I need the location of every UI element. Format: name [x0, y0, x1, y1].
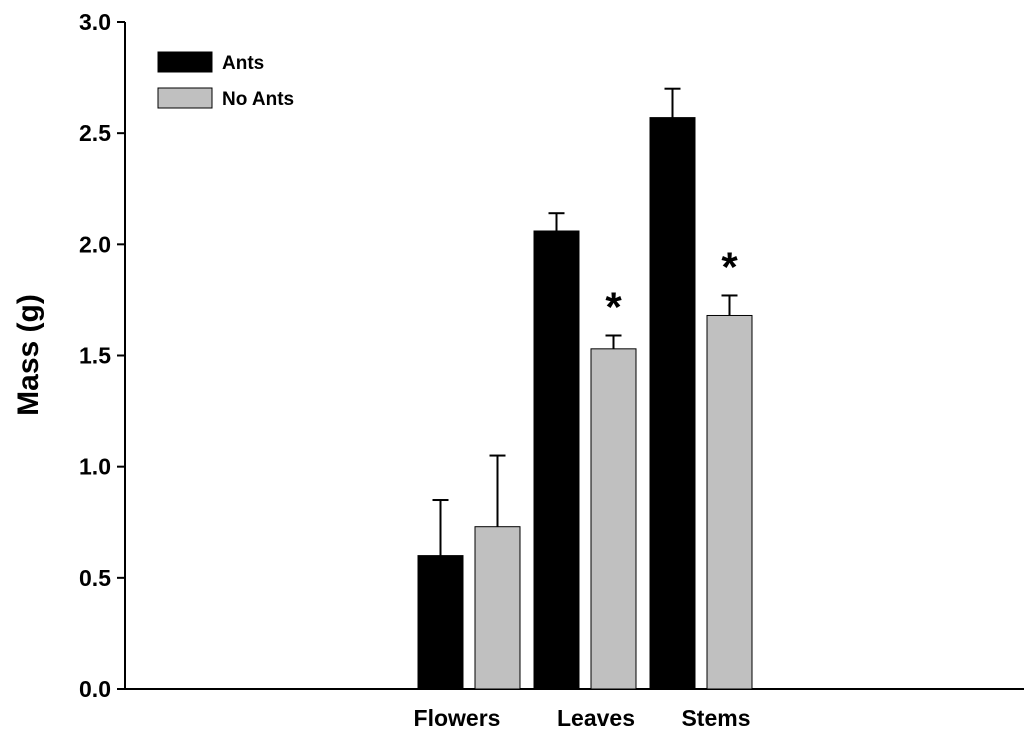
- y-tick-label: 0.0: [79, 676, 111, 702]
- bar-stems-ants: [649, 117, 696, 690]
- x-tick-label: Flowers: [414, 705, 501, 731]
- y-tick-label: 2.5: [79, 120, 111, 146]
- y-tick-label: 2.0: [79, 231, 111, 257]
- y-tick-label: 0.5: [79, 565, 111, 591]
- significance-asterisk: *: [605, 283, 622, 330]
- legend: Ants No Ants: [157, 51, 294, 110]
- y-tick-label: 1.5: [79, 343, 111, 369]
- bar-stems-no-ants: [706, 314, 753, 690]
- x-tick-label: Stems: [681, 705, 750, 731]
- legend-label: Ants: [222, 53, 264, 74]
- bar-flowers-no-ants: [474, 526, 521, 690]
- legend-swatch: [157, 87, 213, 109]
- bar-leaves-ants: [533, 230, 580, 690]
- significance-markers: **: [605, 243, 738, 330]
- bar-leaves-no-ants: [590, 348, 637, 690]
- legend-label: No Ants: [222, 89, 294, 110]
- x-tick-label: Leaves: [557, 705, 635, 731]
- error-bars: [432, 87, 738, 556]
- bar-flowers-ants: [417, 555, 464, 690]
- legend-swatch: [157, 51, 213, 73]
- bars: [417, 117, 753, 690]
- y-tick-label: 3.0: [79, 9, 111, 35]
- y-tick-label: 1.0: [79, 454, 111, 480]
- y-tick-labels: 0.0 0.5 1.0 1.5 2.0 2.5 3.0: [79, 9, 111, 702]
- y-axis-label: Mass (g): [12, 294, 45, 416]
- x-tick-labels: Flowers Leaves Stems: [414, 705, 751, 731]
- significance-asterisk: *: [721, 243, 738, 290]
